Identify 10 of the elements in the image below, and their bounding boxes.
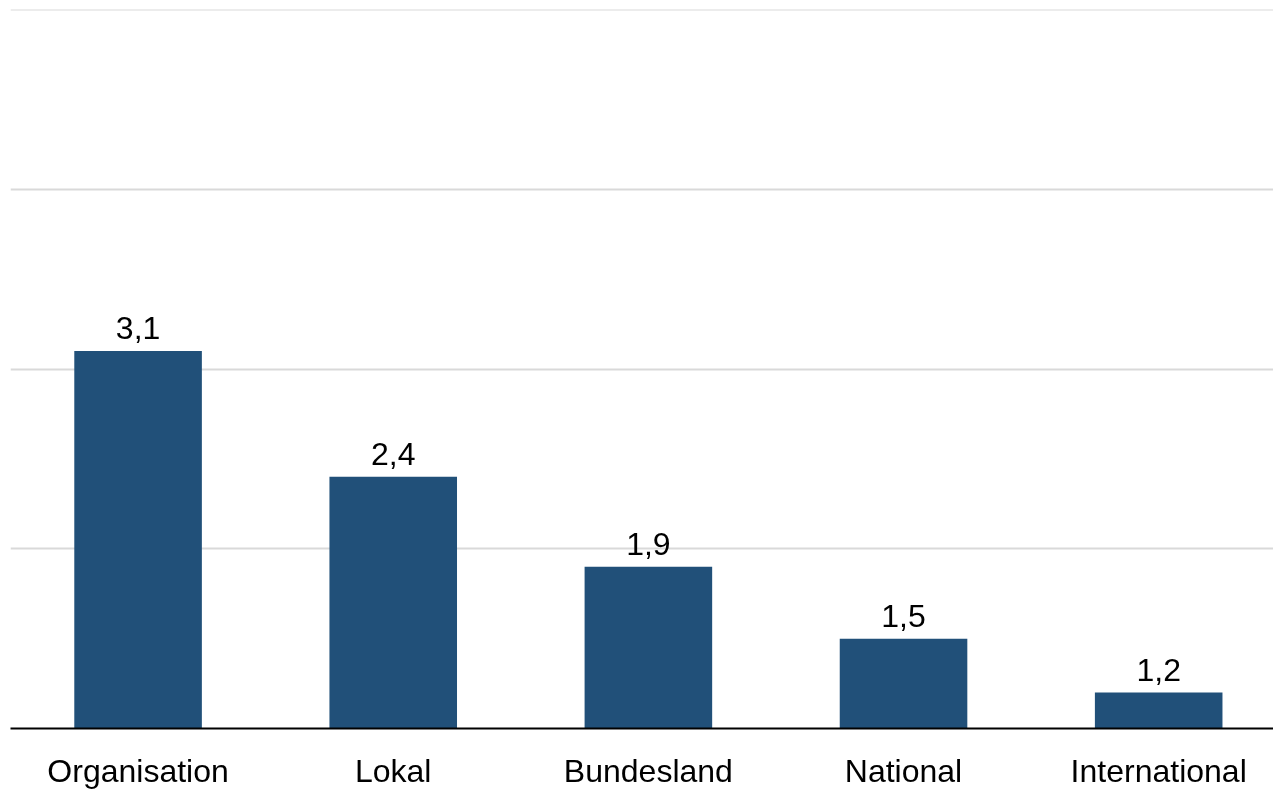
x-tick-label: International: [1070, 752, 1247, 789]
data-label: 2,4: [370, 435, 416, 472]
data-label: 1,2: [1136, 651, 1181, 688]
data-label: 3,1: [115, 310, 161, 347]
data-label: 1,5: [881, 597, 926, 634]
x-tick-label: Organisation: [47, 752, 229, 789]
x-tick-label: Bundesland: [563, 752, 733, 789]
x-tick-label: National: [844, 752, 963, 789]
x-tick-label: Lokal: [354, 752, 432, 789]
data-label: 1,9: [626, 525, 671, 562]
